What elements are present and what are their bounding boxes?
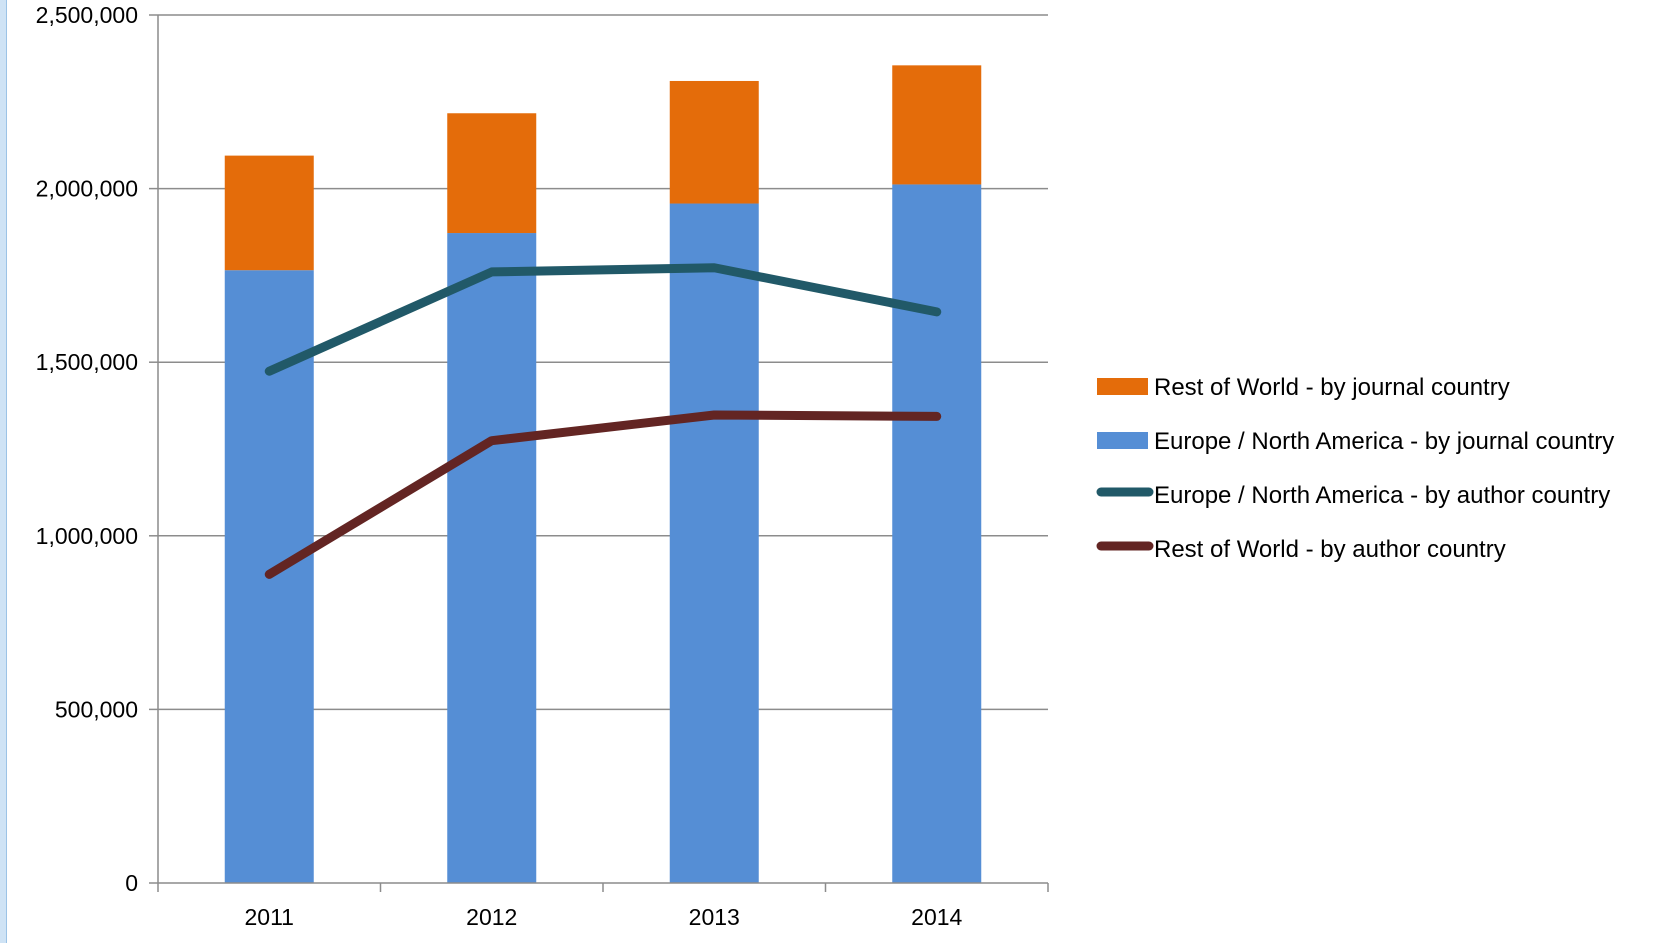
line-marks	[264, 263, 942, 579]
y-tick-label: 1,000,000	[36, 523, 138, 549]
bar-europe-north-america-journal-2012	[447, 233, 537, 883]
y-tick-label: 0	[125, 870, 138, 896]
bar-rest-of-world-journal-2014	[892, 65, 982, 185]
legend-swatch	[1097, 378, 1148, 395]
y-tick-label: 1,500,000	[36, 349, 138, 375]
bar-europe-north-america-journal-2013	[669, 203, 759, 883]
legend-label: Rest of World - by journal country	[1154, 374, 1510, 401]
axes: 0 500,000 1,000,000 1,500,000 2,000,000 2,500…	[36, 2, 1049, 930]
legend-swatch	[1097, 432, 1148, 449]
x-tick-label: 2013	[689, 904, 740, 930]
bar-rest-of-world-journal-2012	[447, 113, 537, 234]
bar-rest-of-world-journal-2011	[224, 155, 314, 271]
legend-label: Rest of World - by author country	[1154, 536, 1506, 563]
legend-label: Europe / North America - by journal coun…	[1154, 428, 1614, 455]
bar-marks	[224, 65, 982, 883]
bar-europe-north-america-journal-2014	[892, 184, 982, 883]
x-tick-label: 2011	[245, 904, 294, 930]
x-tick-label: 2012	[466, 904, 517, 930]
y-tick-label: 2,500,000	[36, 2, 138, 28]
legend-label: Europe / North America - by author count…	[1154, 482, 1610, 509]
line-rest-of-world-author	[264, 410, 942, 579]
y-tick-label: 500,000	[55, 696, 138, 722]
y-tick-label: 2,000,000	[36, 176, 138, 202]
x-tick-label: 2014	[911, 904, 962, 930]
line-europe-north-america-author	[264, 263, 942, 376]
bar-rest-of-world-journal-2013	[669, 80, 759, 204]
window-left-edge	[0, 0, 7, 943]
legend: Rest of World - by journal country Europe…	[1096, 374, 1614, 563]
